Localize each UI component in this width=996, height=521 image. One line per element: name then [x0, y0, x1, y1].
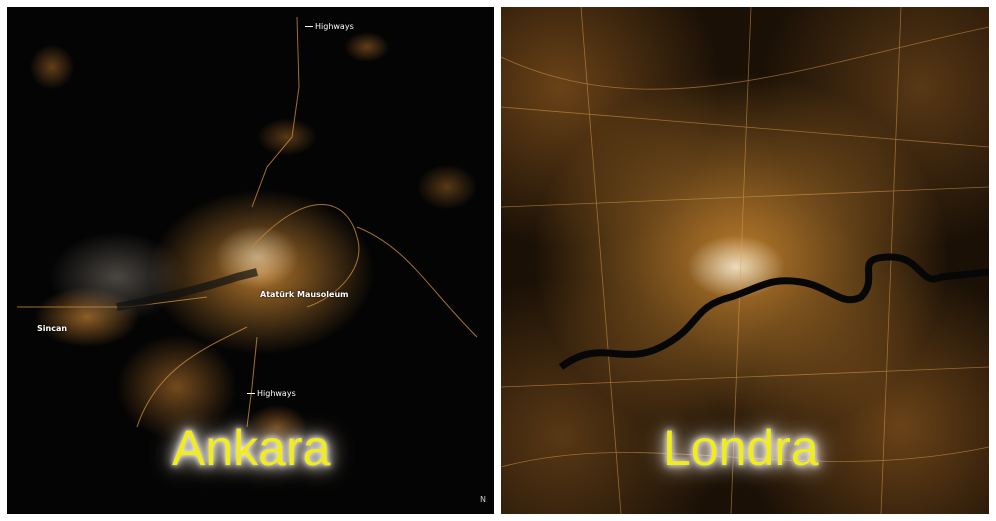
north-arrow-icon: N — [480, 495, 486, 504]
ankara-night-photo: Highways Atatürk Mausoleum Sincan Highwa… — [7, 7, 494, 514]
ankara-road-network — [17, 16, 478, 428]
highways-south-label: Highways — [247, 389, 296, 398]
london-thames-river — [501, 7, 989, 514]
ankara-title: Ankara — [171, 419, 331, 477]
londra-title: Londra — [662, 419, 820, 477]
ataturk-mausoleum-label: Atatürk Mausoleum — [260, 290, 349, 299]
highways-north-label: Highways — [305, 22, 354, 31]
london-night-photo: Londra — [501, 7, 989, 514]
sincan-label: Sincan — [37, 324, 68, 333]
